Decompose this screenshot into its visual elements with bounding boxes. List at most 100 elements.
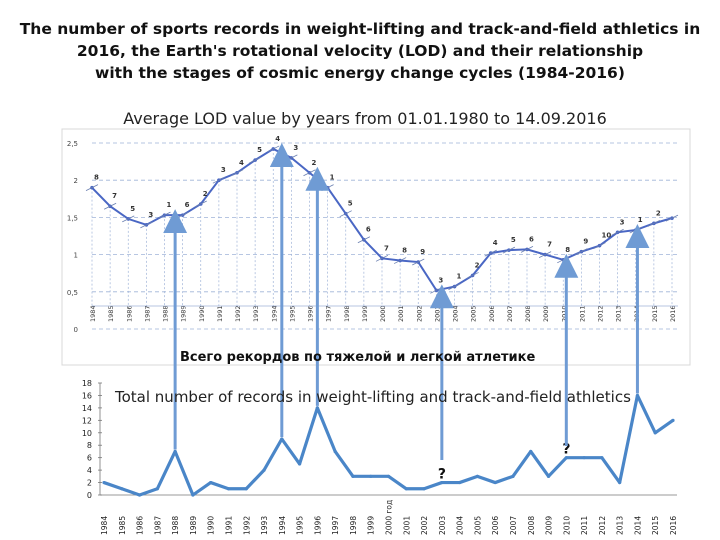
lod-x-tick: 1986 — [125, 305, 133, 322]
lod-x-tick: 2007 — [506, 305, 514, 322]
records-point — [191, 493, 195, 497]
lod-x-tick: 1991 — [216, 305, 224, 322]
records-point — [351, 474, 355, 478]
lod-x-tick: 1999 — [361, 305, 369, 322]
lod-x-tick: 1994 — [270, 305, 278, 322]
records-point — [209, 480, 213, 485]
lod-x-tick-label: 2008 — [524, 305, 532, 322]
lod-stage-label: 7 — [112, 192, 117, 200]
lod-x-tick: 1988 — [162, 305, 170, 322]
title-line-2: 2016, the Earth's rotational velocity (L… — [76, 42, 644, 60]
lod-stage-label: 6 — [185, 201, 190, 209]
lod-stage-label: 4 — [493, 239, 498, 247]
records-x-tick-label: 1996 — [313, 516, 322, 535]
records-x-tick-label: 1998 — [349, 516, 358, 535]
main-title: The number of sports records in weight-l… — [0, 18, 720, 84]
records-x-tick-label: 1995 — [296, 516, 305, 535]
records-x-tick-label: 1985 — [118, 516, 127, 535]
records-x-tick-label: 2003 — [438, 516, 447, 535]
records-x-tick: 2012 — [598, 516, 607, 535]
lod-cycle-tick — [412, 258, 425, 266]
records-x-tick: 1995 — [296, 516, 305, 535]
records-x-tick: 2002 — [420, 516, 429, 535]
records-x-tick-label: 2011 — [580, 516, 589, 535]
records-x-tick: 2001 — [402, 516, 411, 535]
lod-x-tick-label: 1996 — [307, 305, 315, 322]
records-y-tick-label: 14 — [82, 404, 92, 413]
records-point — [422, 487, 426, 491]
lod-x-tick: 2003 — [433, 305, 441, 322]
records-point — [173, 449, 177, 454]
records-y-tick-label: 18 — [82, 379, 92, 388]
records-point — [475, 474, 480, 478]
records-x-tick: 2005 — [473, 516, 482, 535]
records-x-tick: 1986 — [136, 516, 145, 535]
records-point — [315, 406, 319, 410]
records-x-tick: 2003 — [438, 516, 447, 535]
lod-stage-label: 1 — [457, 273, 462, 281]
lod-x-tick: 1993 — [252, 305, 260, 322]
lod-x-tick-label: 1991 — [216, 305, 224, 322]
records-x-tick: 1998 — [349, 516, 358, 535]
records-x-tick-label: 1989 — [189, 516, 198, 535]
lod-x-tick-label: 1989 — [180, 305, 188, 322]
lod-stage-label: 1 — [167, 201, 172, 209]
records-point — [137, 493, 142, 497]
lod-x-tick-label: 1995 — [288, 305, 296, 322]
title-line-1: The number of sports records in weight-l… — [19, 20, 701, 38]
lod-x-tick: 2005 — [470, 305, 478, 322]
lod-chart-title: Average LOD value by years from 01.01.19… — [123, 109, 607, 128]
records-x-tick: 1991 — [224, 516, 233, 535]
lod-x-tick-label: 1999 — [361, 305, 369, 322]
lod-x-tick-label: 1986 — [125, 305, 133, 322]
records-series-line — [103, 393, 674, 497]
records-x-tick-label: 2009 — [545, 516, 554, 535]
lod-x-tick-label: 1998 — [343, 305, 351, 322]
lod-x-tick-label: 2012 — [597, 305, 605, 322]
records-point — [582, 456, 586, 460]
lod-x-tick-label: 2000 — [379, 305, 387, 322]
records-x-tick-label: 1993 — [260, 516, 269, 535]
lod-stage-label: 5 — [257, 146, 262, 154]
records-x-tick-label: 2005 — [473, 516, 482, 535]
lod-y-tick-label: 0,5 — [67, 289, 78, 297]
records-x-tick: 1988 — [171, 516, 180, 535]
lod-y-tick-label: 2 — [74, 177, 78, 185]
records-y-tick-label: 0 — [87, 491, 92, 500]
records-point — [404, 487, 408, 491]
records-x-tick-label: 2012 — [598, 516, 607, 535]
lod-cycle-tick — [502, 246, 516, 254]
lod-x-tick-label: 2001 — [397, 305, 405, 322]
records-point — [297, 462, 302, 466]
lod-cycle-tick — [538, 251, 552, 258]
records-point — [600, 456, 604, 460]
lod-y-tick-label: 1 — [74, 252, 78, 260]
lod-x-tick: 1984 — [89, 305, 97, 322]
lod-y-tick-label: 2,5 — [67, 140, 78, 148]
lod-x-tick: 2006 — [488, 305, 496, 322]
records-point — [102, 480, 106, 485]
records-x-tick-label: 1990 — [207, 516, 216, 535]
records-x-tick-label: 2007 — [509, 516, 518, 535]
lod-stage-label: 4 — [275, 135, 280, 143]
lod-stage-label: 7 — [384, 244, 389, 252]
records-x-tick: 2010 — [562, 516, 571, 535]
records-point — [386, 474, 391, 478]
lod-stage-label: 6 — [529, 235, 534, 243]
lod-x-tick-label: 1992 — [234, 305, 242, 322]
records-x-tick: 1989 — [189, 516, 198, 535]
lod-stage-label: 6 — [366, 226, 371, 234]
records-x-tick-label: 2002 — [420, 516, 429, 535]
lod-stage-label: 2 — [475, 261, 480, 269]
lod-stage-label: 5 — [130, 205, 135, 213]
records-x-tick-label: 1984 — [100, 516, 109, 535]
lod-stage-label: 2 — [203, 190, 208, 198]
records-x-tick-label: 1994 — [278, 516, 287, 535]
records-x-tick-label: 2008 — [527, 516, 536, 535]
lod-stage-label: 9 — [583, 238, 588, 246]
records-x-tick-label: 1997 — [331, 516, 340, 535]
lod-cycle-tick — [194, 200, 207, 208]
lod-x-tick-label: 2009 — [542, 305, 550, 322]
lod-cycle-tick — [647, 219, 661, 227]
